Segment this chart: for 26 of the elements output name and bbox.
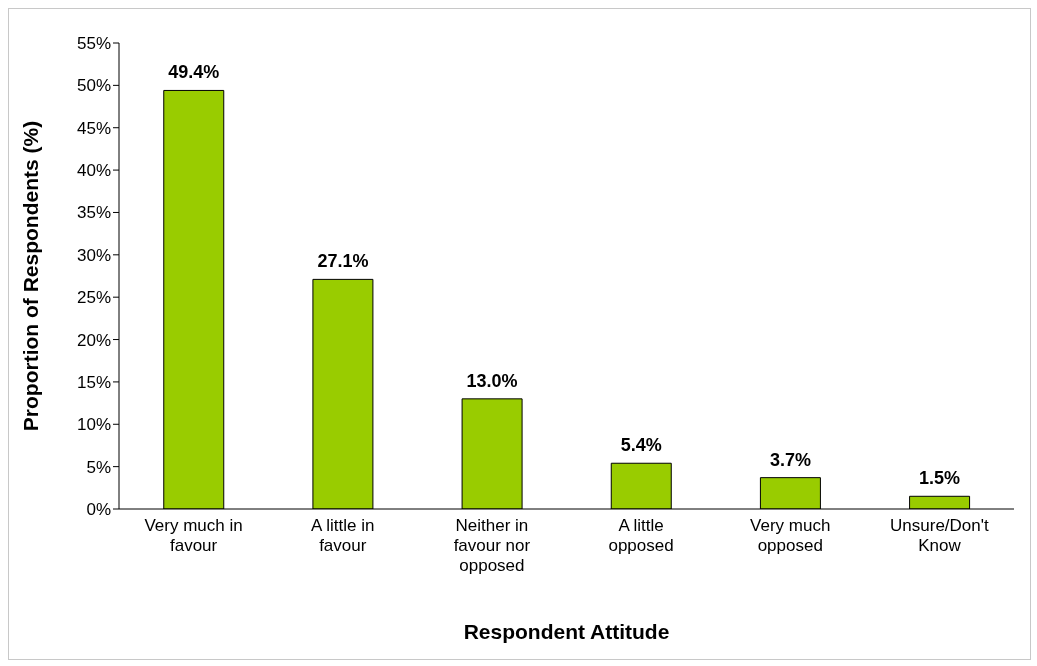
x-tick-label: Unsure/Don't Know xyxy=(890,516,990,555)
y-axis-title: Proportion of Respondents (%) xyxy=(19,120,43,432)
x-tick-label: Very much opposed xyxy=(750,516,831,555)
data-label: 5.4% xyxy=(620,435,662,456)
y-tick-label: 25% xyxy=(76,288,111,308)
y-tick-label: 5% xyxy=(86,457,111,477)
y-tick-label: 10% xyxy=(76,415,111,435)
data-label: 1.5% xyxy=(919,468,961,489)
y-tick-label: 40% xyxy=(76,161,111,181)
x-tick-label: A little opposed xyxy=(608,516,674,555)
x-axis-title: Respondent Attitude xyxy=(463,620,670,643)
y-tick-label: 30% xyxy=(76,245,111,265)
y-tick-label: 55% xyxy=(76,34,111,54)
y-tick-label: 20% xyxy=(76,330,111,350)
data-label: 49.4% xyxy=(168,62,220,83)
data-label: 3.7% xyxy=(769,449,811,470)
x-tick-label: A little in favour xyxy=(311,516,375,555)
x-tick-label: Neither in favour nor opposed xyxy=(453,516,531,575)
y-tick-label: 0% xyxy=(86,500,111,520)
y-tick-label: 50% xyxy=(76,76,111,96)
x-tick-label: Very much in favour xyxy=(144,516,243,555)
y-tick-label: 15% xyxy=(76,372,111,392)
y-tick-label: 45% xyxy=(76,118,111,138)
data-label: 27.1% xyxy=(317,251,369,272)
y-tick-label: 35% xyxy=(76,203,111,223)
data-label: 13.0% xyxy=(466,370,518,391)
